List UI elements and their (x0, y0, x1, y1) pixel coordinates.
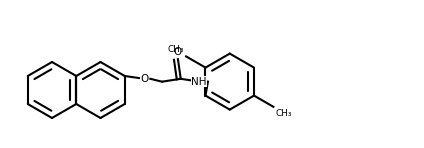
Text: NH: NH (191, 77, 206, 87)
Text: CH₃: CH₃ (167, 45, 184, 54)
Text: O: O (140, 74, 148, 84)
Text: CH₃: CH₃ (276, 109, 292, 118)
Text: O: O (174, 47, 182, 57)
